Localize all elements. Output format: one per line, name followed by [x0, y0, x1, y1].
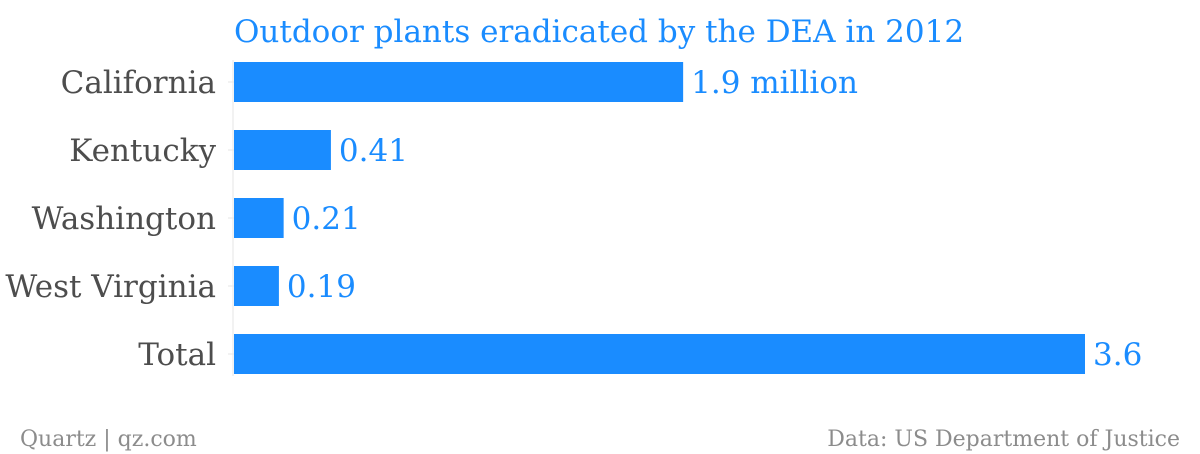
value-label-kentucky: 0.41 — [339, 133, 408, 169]
bar-washington — [234, 198, 284, 238]
value-label-washington: 0.21 — [292, 201, 361, 237]
bar-california — [234, 62, 684, 102]
category-label-california: California — [61, 65, 216, 101]
chart-title: Outdoor plants eradicated by the DEA in … — [234, 14, 964, 50]
value-label-california: 1.9 million — [691, 65, 858, 101]
category-label-west-virginia: West Virginia — [5, 269, 216, 305]
value-label-total: 3.6 — [1093, 337, 1142, 373]
category-label-total: Total — [138, 337, 216, 373]
category-label-kentucky: Kentucky — [69, 133, 216, 169]
bars-group: California 1.9 million Kentucky 0.41 Washing… — [5, 62, 1142, 374]
footer-source-right: Data: US Department of Justice — [827, 427, 1180, 452]
bar-west-virginia — [234, 266, 279, 306]
category-label-washington: Washington — [32, 201, 216, 237]
value-label-west-virginia: 0.19 — [287, 269, 356, 305]
bar-total — [234, 334, 1085, 374]
bar-kentucky — [234, 130, 331, 170]
footer-source-left: Quartz | qz.com — [20, 427, 197, 452]
